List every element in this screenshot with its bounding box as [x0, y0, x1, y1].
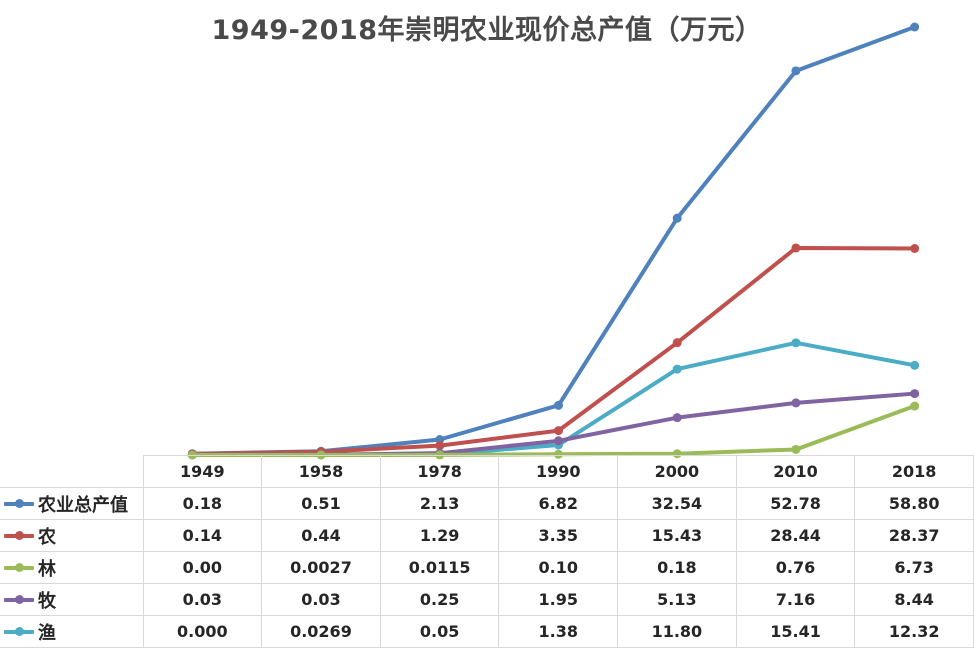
data-point-0-1990 [554, 400, 563, 410]
data-label-1-1978: 1.29 [380, 519, 500, 552]
data-label-4-2010: 15.41 [736, 615, 856, 648]
legend-entry-2: 林 [0, 551, 144, 584]
data-label-3-2000: 5.13 [617, 583, 737, 616]
data-label-3-2010: 7.16 [736, 583, 856, 616]
category-label-2000: 2000 [617, 455, 737, 488]
data-label-1-2000: 15.43 [617, 519, 737, 552]
data-point-4-2018 [910, 360, 920, 370]
data-label-2-2018: 6.73 [854, 551, 974, 584]
data-table: 1949 1958 1978 1990 2000 2010 2018 农业总产值 0.18 0.… [0, 455, 974, 648]
legend-entry-0: 农业总产值 [0, 487, 144, 520]
data-label-1-1958: 0.44 [261, 519, 381, 552]
legend-key-icon [4, 626, 34, 636]
table-corner-cell [0, 455, 144, 488]
data-label-0-2000: 32.54 [617, 487, 737, 520]
chart-title: 1949-2018年崇明农业现价总产值（万元） [211, 15, 763, 46]
data-label-0-2018: 58.80 [854, 487, 974, 520]
legend-key-icon [4, 498, 34, 508]
line-chart-plot [187, 22, 920, 460]
data-label-3-1949: 0.03 [143, 583, 263, 616]
table-row: 牧 0.03 0.03 0.25 1.95 5.13 7.16 8.44 [0, 583, 974, 616]
data-label-4-1990: 1.38 [498, 615, 619, 648]
category-label-1978: 1978 [380, 455, 500, 488]
data-label-1-2018: 28.37 [854, 519, 974, 552]
data-label-0-1978: 2.13 [380, 487, 500, 520]
series-line-1 [192, 245, 915, 456]
legend-entry-3: 牧 [0, 583, 144, 616]
data-point-3-2000 [672, 413, 682, 423]
data-point-4-2010 [791, 338, 801, 348]
data-label-3-2018: 8.44 [854, 583, 974, 616]
legend-label: 林 [38, 558, 56, 580]
data-point-4-2000 [672, 364, 682, 374]
category-label-1990: 1990 [498, 455, 619, 488]
data-label-2-1949: 0.00 [143, 551, 263, 584]
data-label-2-2010: 0.76 [736, 551, 856, 584]
data-point-2-2018 [910, 401, 920, 411]
data-point-1-2000 [672, 338, 682, 348]
data-label-1-1949: 0.14 [143, 519, 263, 552]
category-label-2010: 2010 [736, 455, 856, 488]
data-point-3-1990 [554, 436, 563, 446]
data-label-0-1949: 0.18 [143, 487, 263, 520]
data-label-3-1990: 1.95 [498, 583, 619, 616]
data-label-4-2000: 11.80 [617, 615, 737, 648]
data-point-0-2000 [672, 213, 682, 223]
table-header-row: 1949 1958 1978 1990 2000 2010 2018 [0, 455, 974, 488]
legend-label: 牧 [38, 590, 56, 612]
legend-label: 农业总产值 [38, 494, 128, 516]
data-label-4-1958: 0.0269 [261, 615, 381, 648]
data-point-1-2018 [910, 243, 920, 253]
legend-label: 渔 [38, 622, 56, 644]
data-label-2-1990: 0.10 [498, 551, 619, 584]
data-point-1-2010 [791, 243, 801, 253]
series-line-0 [192, 25, 916, 456]
data-label-2-1978: 0.0115 [380, 551, 500, 584]
legend-entry-1: 农 [0, 519, 144, 552]
data-label-4-1949: 0.000 [143, 615, 263, 648]
table-row: 林 0.00 0.0027 0.0115 0.10 0.18 0.76 6.73 [0, 551, 974, 584]
data-label-3-1958: 0.03 [261, 583, 381, 616]
data-label-0-2010: 52.78 [736, 487, 856, 520]
data-point-0-2010 [791, 66, 801, 76]
legend-key-icon [4, 530, 34, 540]
data-label-1-1990: 3.35 [498, 519, 619, 552]
series-layer [187, 22, 920, 460]
table-row: 农业总产值 0.18 0.51 2.13 6.82 32.54 52.78 58.80 [0, 487, 974, 520]
table-row: 农 0.14 0.44 1.29 3.35 15.43 28.44 28.37 [0, 519, 974, 552]
table-body: 农业总产值 0.18 0.51 2.13 6.82 32.54 52.78 58.80 农 0.1… [0, 487, 974, 648]
category-label-1949: 1949 [143, 455, 263, 488]
legend-key-icon [4, 562, 34, 572]
legend-key-icon [4, 594, 34, 604]
category-label-2018: 2018 [854, 455, 974, 488]
legend-entry-4: 渔 [0, 615, 144, 648]
data-label-0-1958: 0.51 [261, 487, 381, 520]
data-label-4-2018: 12.32 [854, 615, 974, 648]
data-label-3-1978: 0.25 [380, 583, 500, 616]
data-label-2-2000: 0.18 [617, 551, 737, 584]
data-point-2-2010 [791, 444, 801, 454]
data-label-0-1990: 6.82 [498, 487, 619, 520]
data-point-1-1978 [435, 441, 445, 451]
data-label-1-2010: 28.44 [736, 519, 856, 552]
data-label-4-1978: 0.05 [380, 615, 500, 648]
data-point-3-2018 [910, 389, 920, 399]
legend-label: 农 [38, 526, 56, 548]
data-point-1-1990 [554, 426, 563, 436]
series-line-4 [192, 340, 916, 457]
table-row: 渔 0.000 0.0269 0.05 1.38 11.80 15.41 12.32 [0, 615, 974, 648]
category-label-1958: 1958 [261, 455, 381, 488]
data-label-2-1958: 0.0027 [261, 551, 381, 584]
data-point-3-2010 [791, 398, 801, 408]
data-point-0-2018 [910, 22, 920, 32]
